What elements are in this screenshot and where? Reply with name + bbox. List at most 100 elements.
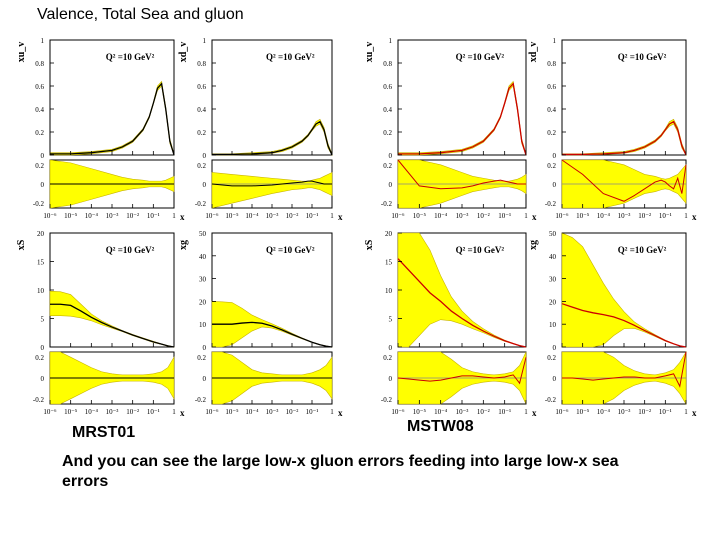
- mrst01-label: MRST01: [72, 424, 136, 441]
- mstw08-xdv-ytick-label: 1: [553, 37, 557, 45]
- mrst01-xg-xtick-label: 10⁻⁵: [225, 408, 239, 416]
- mstw08-xS-ytick-label: 20: [385, 230, 393, 238]
- mrst01-xg-q2-label: Q² =10 GeV²: [266, 245, 315, 255]
- mrst01-xdv-ratio-band: [211, 172, 333, 209]
- mrst01-xuv-xtick-label: 10⁻⁶: [43, 212, 57, 220]
- mrst01-xg-ytick-label: 50: [199, 230, 207, 238]
- mrst01-xS-xtick-label: 1: [172, 408, 176, 416]
- caption-text: And you can see the large low-x gluon er…: [62, 453, 619, 490]
- mrst01-xdv-ratio-ytick-label: 0.2: [197, 162, 206, 170]
- mstw08-xuv-xtick-label: 10⁻³: [456, 212, 469, 220]
- mstw08-xg-central-line: [561, 303, 687, 348]
- mstw08-xg-q2-label: Q² =10 GeV²: [618, 245, 667, 255]
- mrst01-xg-ratio-ytick-label: -0.2: [195, 396, 207, 404]
- mrst01-xuv-top-frame: [49, 39, 175, 156]
- mstw08-xS-ytick-label: 10: [385, 287, 393, 295]
- mstw08-xuv-xlabel: x: [532, 212, 537, 222]
- mrst01-xuv-ytick-label: 0: [41, 152, 45, 160]
- mrst01-xS-ytick-label: 15: [37, 259, 45, 267]
- mrst01-xg-xtick-label: 10⁻⁶: [205, 408, 219, 416]
- mstw08-xS-xtick-label: 1: [524, 408, 528, 416]
- mstw08-xuv-ytick-label: 0.4: [383, 106, 392, 114]
- mrst01-xuv-central-line: [50, 82, 175, 156]
- mrst01-xdv-ytick-label: 0.8: [197, 60, 206, 68]
- mrst01-xuv-ytick-label: 0.8: [35, 60, 44, 68]
- mrst01-xuv-xtick-label: 1: [172, 212, 176, 220]
- mrst01-xS-central-line: [50, 303, 175, 348]
- mstw08-xuv-ytick-label: 0.6: [383, 83, 392, 91]
- mrst01-xuv-xtick-label: 10⁻⁴: [85, 212, 99, 220]
- mstw08-xS-xtick-label: 10⁻⁶: [391, 408, 405, 416]
- mstw08-xuv-xtick-label: 10⁻⁴: [434, 212, 448, 220]
- mrst01-xdv-xtick-label: 10⁻⁴: [245, 212, 259, 220]
- mstw08-xS-ratio-central-line: [397, 357, 527, 385]
- mstw08-xuv-ratio-ytick-label: -0.2: [381, 200, 393, 208]
- mrst01-xuv-xtick-label: 10⁻²: [126, 212, 139, 220]
- mstw08-xdv-ytick-label: 0.6: [547, 83, 556, 91]
- mstw08-xuv-xtick-label: 1: [524, 212, 528, 220]
- mstw08-xS-xtick-label: 10⁻²: [477, 408, 490, 416]
- mstw08-xg-ratio-ytick-label: -0.2: [545, 396, 557, 404]
- mrst01-xg-ytick-label: 20: [199, 298, 207, 306]
- mstw08-xg-xlabel: x: [692, 408, 697, 418]
- mstw08-xdv-xtick-label: 10⁻²: [638, 212, 651, 220]
- mrst01-xg-ytick-label: 40: [199, 253, 207, 261]
- mstw08-xS-q2-label: Q² =10 GeV²: [456, 245, 505, 255]
- mstw08-xg-ratio-ytick-label: 0: [553, 375, 557, 383]
- mrst01-xg-ylabel: xg: [178, 240, 189, 250]
- mrst01-xuv-ratio-ytick-label: 0.2: [35, 162, 44, 170]
- mrst01-xS-ytick-label: 0: [41, 344, 45, 352]
- mrst01-xg-xtick-label: 10⁻¹: [306, 408, 319, 416]
- mrst01-xg-xtick-label: 10⁻⁴: [245, 408, 259, 416]
- mstw08-xg-ylabel: xg: [528, 240, 539, 250]
- mstw08-xg-xtick-label: 10⁻¹: [659, 408, 672, 416]
- mrst01-xS-ytick-label: 10: [37, 287, 45, 295]
- mrst01-xuv-ytick-label: 0.2: [35, 129, 44, 137]
- mstw08-xg-ytick-label: 0: [553, 344, 557, 352]
- mrst01-xdv-central-line: [212, 120, 333, 156]
- mrst01-xdv-ratio-ytick-label: 0: [203, 181, 207, 189]
- mrst01-xS-ytick-label: 20: [37, 230, 45, 238]
- mrst01-xdv-ytick-label: 0: [203, 152, 207, 160]
- mstw08-xuv-ratio-ytick-label: 0: [389, 181, 393, 189]
- mrst01-xuv-xtick-label: 10⁻³: [106, 212, 119, 220]
- mstw08-xdv-ratio-ytick-label: 0.2: [547, 162, 556, 170]
- mstw08-xuv-xtick-label: 10⁻⁶: [391, 212, 405, 220]
- mstw08-xg-ytick-label: 10: [549, 321, 557, 329]
- mrst01-xuv-xlabel: x: [180, 212, 185, 222]
- mstw08-xS-ratio-ytick-label: 0.2: [383, 354, 392, 362]
- mstw08-xuv-ylabel: xu_v: [364, 42, 375, 63]
- mrst01-xuv-xtick-label: 10⁻¹: [147, 212, 160, 220]
- mstw08-xdv-ytick-label: 0.4: [547, 106, 556, 114]
- mstw08-xdv-q2-label: Q² =10 GeV²: [618, 52, 667, 62]
- mstw08-xg-xtick-label: 10⁻³: [618, 408, 631, 416]
- mstw08-xuv-xtick-label: 10⁻²: [477, 212, 490, 220]
- mrst01-xg-xtick-label: 10⁻³: [266, 408, 279, 416]
- mrst01-xg-xtick-label: 10⁻²: [286, 408, 299, 416]
- mstw08-xS-ylabel: xS: [364, 239, 375, 250]
- mrst01-xdv-ylabel: xd_v: [178, 42, 189, 63]
- mrst01-xdv-ytick-label: 0.2: [197, 129, 206, 137]
- mrst01-xdv-xtick-label: 10⁻²: [286, 212, 299, 220]
- mstw08-xS-ratio-ytick-label: 0: [389, 375, 393, 383]
- mrst01-xS-xlabel: x: [180, 408, 185, 418]
- mrst01-xS-ratio-ytick-label: 0: [41, 375, 45, 383]
- mrst01-xg-ratio-ytick-label: 0: [203, 375, 207, 383]
- mrst01-xS-xtick-label: 10⁻²: [126, 408, 139, 416]
- mstw08-xdv-ylabel: xd_v: [528, 42, 539, 63]
- mstw08-xdv-xtick-label: 10⁻⁶: [555, 212, 569, 220]
- mstw08-xg-ratio-central-line: [562, 351, 687, 388]
- mstw08-xdv-ratio-central-line: [561, 159, 687, 202]
- mstw08-xdv-ratio-ytick-label: -0.2: [545, 200, 557, 208]
- mstw08-xS-ratio-ytick-label: -0.2: [381, 396, 393, 404]
- mstw08-xuv-ratio-ytick-label: 0.2: [383, 162, 392, 170]
- mrst01-xg-ytick-label: 0: [203, 344, 207, 352]
- mrst01-xdv-q2-label: Q² =10 GeV²: [266, 52, 315, 62]
- mstw08-xg-xtick-label: 10⁻⁵: [576, 408, 590, 416]
- mrst01-xS-ratio-ytick-label: -0.2: [33, 396, 45, 404]
- mstw08-xS-xtick-label: 10⁻¹: [498, 408, 511, 416]
- mstw08-xuv-ytick-label: 0.8: [383, 60, 392, 68]
- mstw08-xuv-central-line: [398, 82, 527, 156]
- mstw08-xdv-top-frame: [561, 39, 687, 156]
